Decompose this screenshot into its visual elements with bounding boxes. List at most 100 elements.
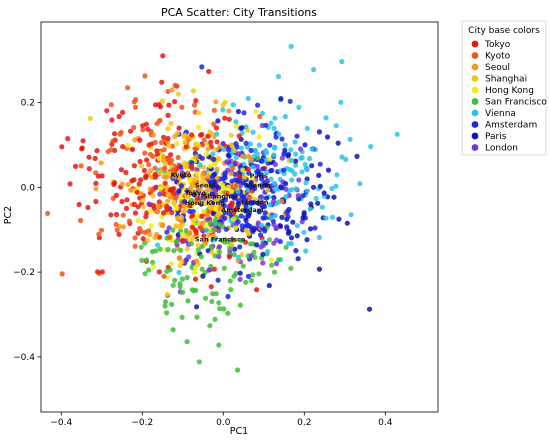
- data-point-amsterdam: [243, 140, 249, 146]
- data-point-vienna: [303, 180, 309, 186]
- data-point-san-francisco: [194, 314, 200, 320]
- data-point-shanghai: [190, 88, 196, 94]
- data-point-paris: [300, 215, 306, 221]
- legend-marker-vienna: [471, 109, 479, 117]
- data-point-san-francisco: [243, 279, 249, 285]
- data-point-amsterdam: [262, 228, 268, 234]
- data-point-amsterdam: [226, 147, 232, 153]
- data-point-kyoto: [132, 235, 138, 241]
- data-point-paris: [316, 129, 322, 135]
- data-point-tokyo: [165, 112, 171, 118]
- data-point-shanghai: [165, 191, 171, 197]
- data-point-amsterdam: [164, 229, 170, 235]
- data-point-shanghai: [195, 242, 201, 248]
- data-point-shanghai: [87, 115, 93, 121]
- legend-title: City base colors: [468, 26, 540, 36]
- data-point-paris: [335, 140, 341, 146]
- data-point-tokyo: [108, 212, 114, 218]
- data-point-vienna: [306, 155, 313, 162]
- data-point-amsterdam: [248, 199, 254, 205]
- data-point-san-francisco: [216, 342, 222, 348]
- legend-marker-london: [471, 144, 479, 151]
- data-point-tokyo: [86, 166, 92, 172]
- data-point-san-francisco: [217, 306, 223, 312]
- data-point-shanghai: [265, 187, 271, 193]
- data-point-tokyo: [199, 213, 205, 219]
- data-point-shanghai: [196, 110, 202, 116]
- data-point-kyoto: [96, 231, 102, 237]
- data-point-san-francisco: [276, 257, 282, 263]
- data-point-tokyo: [236, 133, 242, 139]
- data-point-paris: [215, 118, 221, 124]
- data-point-paris: [285, 230, 291, 236]
- data-point-tokyo: [72, 163, 79, 169]
- data-point-seoul: [197, 186, 203, 193]
- data-point-san-francisco: [153, 248, 159, 254]
- data-point-san-francisco: [271, 269, 278, 275]
- data-point-san-francisco: [172, 277, 178, 283]
- ticks-layer: −0.4 −0.2 0.0 0.2 0.4 −0.4 −0.2 0.0 0.2: [13, 99, 393, 428]
- data-point-san-francisco: [185, 298, 191, 304]
- data-point-amsterdam: [261, 203, 268, 210]
- legend-label-tokyo: Tokyo: [484, 40, 511, 50]
- data-point-shanghai: [173, 223, 179, 229]
- data-point-vienna: [247, 205, 253, 211]
- data-point-paris: [243, 208, 249, 214]
- data-point-vienna: [286, 241, 292, 247]
- data-point-tokyo: [140, 236, 146, 242]
- data-point-amsterdam: [262, 210, 268, 216]
- data-point-amsterdam: [285, 214, 291, 220]
- data-point-tokyo: [129, 146, 136, 152]
- data-point-hong-kong: [240, 167, 246, 173]
- data-point-paris: [294, 233, 300, 239]
- legend-marker-paris: [471, 132, 479, 140]
- data-point-tokyo: [128, 128, 134, 134]
- data-point-paris: [288, 235, 295, 241]
- data-point-vienna: [233, 119, 239, 125]
- data-point-tokyo: [104, 108, 110, 114]
- data-point-amsterdam: [281, 151, 287, 157]
- data-point-kyoto: [114, 227, 120, 233]
- data-point-hong-kong: [199, 200, 205, 206]
- data-point-hong-kong: [174, 205, 180, 212]
- data-point-vienna: [250, 129, 256, 135]
- data-point-vienna: [333, 123, 339, 129]
- legend-label-vienna: Vienna: [485, 109, 516, 119]
- data-point-paris: [209, 191, 215, 197]
- data-point-london: [273, 261, 280, 267]
- data-point-paris: [366, 306, 373, 312]
- data-point-hong-kong: [179, 231, 185, 238]
- data-point-hong-kong: [212, 161, 218, 167]
- data-point-kyoto: [132, 243, 138, 249]
- data-point-shanghai: [175, 215, 181, 221]
- data-point-hong-kong: [156, 155, 162, 161]
- data-point-vienna: [368, 144, 374, 150]
- data-point-vienna: [292, 171, 298, 177]
- data-point-hong-kong: [151, 264, 157, 270]
- data-point-tokyo: [94, 148, 100, 154]
- data-point-tokyo: [193, 228, 199, 234]
- data-point-hong-kong: [230, 216, 237, 222]
- data-point-paris: [232, 246, 238, 252]
- data-point-hong-kong: [193, 216, 199, 222]
- data-point-hong-kong: [228, 188, 234, 194]
- city-label-hong-kong: Hong Kong: [185, 199, 225, 207]
- data-point-tokyo: [201, 233, 207, 239]
- data-point-london: [272, 161, 278, 168]
- data-point-shanghai: [241, 174, 248, 180]
- data-point-vienna: [299, 169, 305, 175]
- data-point-kyoto: [113, 221, 119, 228]
- data-point-vienna: [176, 269, 182, 275]
- data-point-san-francisco: [203, 295, 209, 301]
- data-point-seoul: [155, 203, 161, 209]
- data-point-amsterdam: [245, 223, 251, 229]
- data-point-tokyo: [161, 191, 167, 197]
- data-point-tokyo: [65, 136, 71, 142]
- data-point-london: [157, 191, 163, 197]
- data-point-london: [224, 159, 230, 165]
- data-point-paris: [324, 134, 331, 140]
- data-point-san-francisco: [207, 323, 213, 329]
- chart-title: PCA Scatter: City Transitions: [161, 6, 317, 19]
- data-point-seoul: [193, 154, 199, 160]
